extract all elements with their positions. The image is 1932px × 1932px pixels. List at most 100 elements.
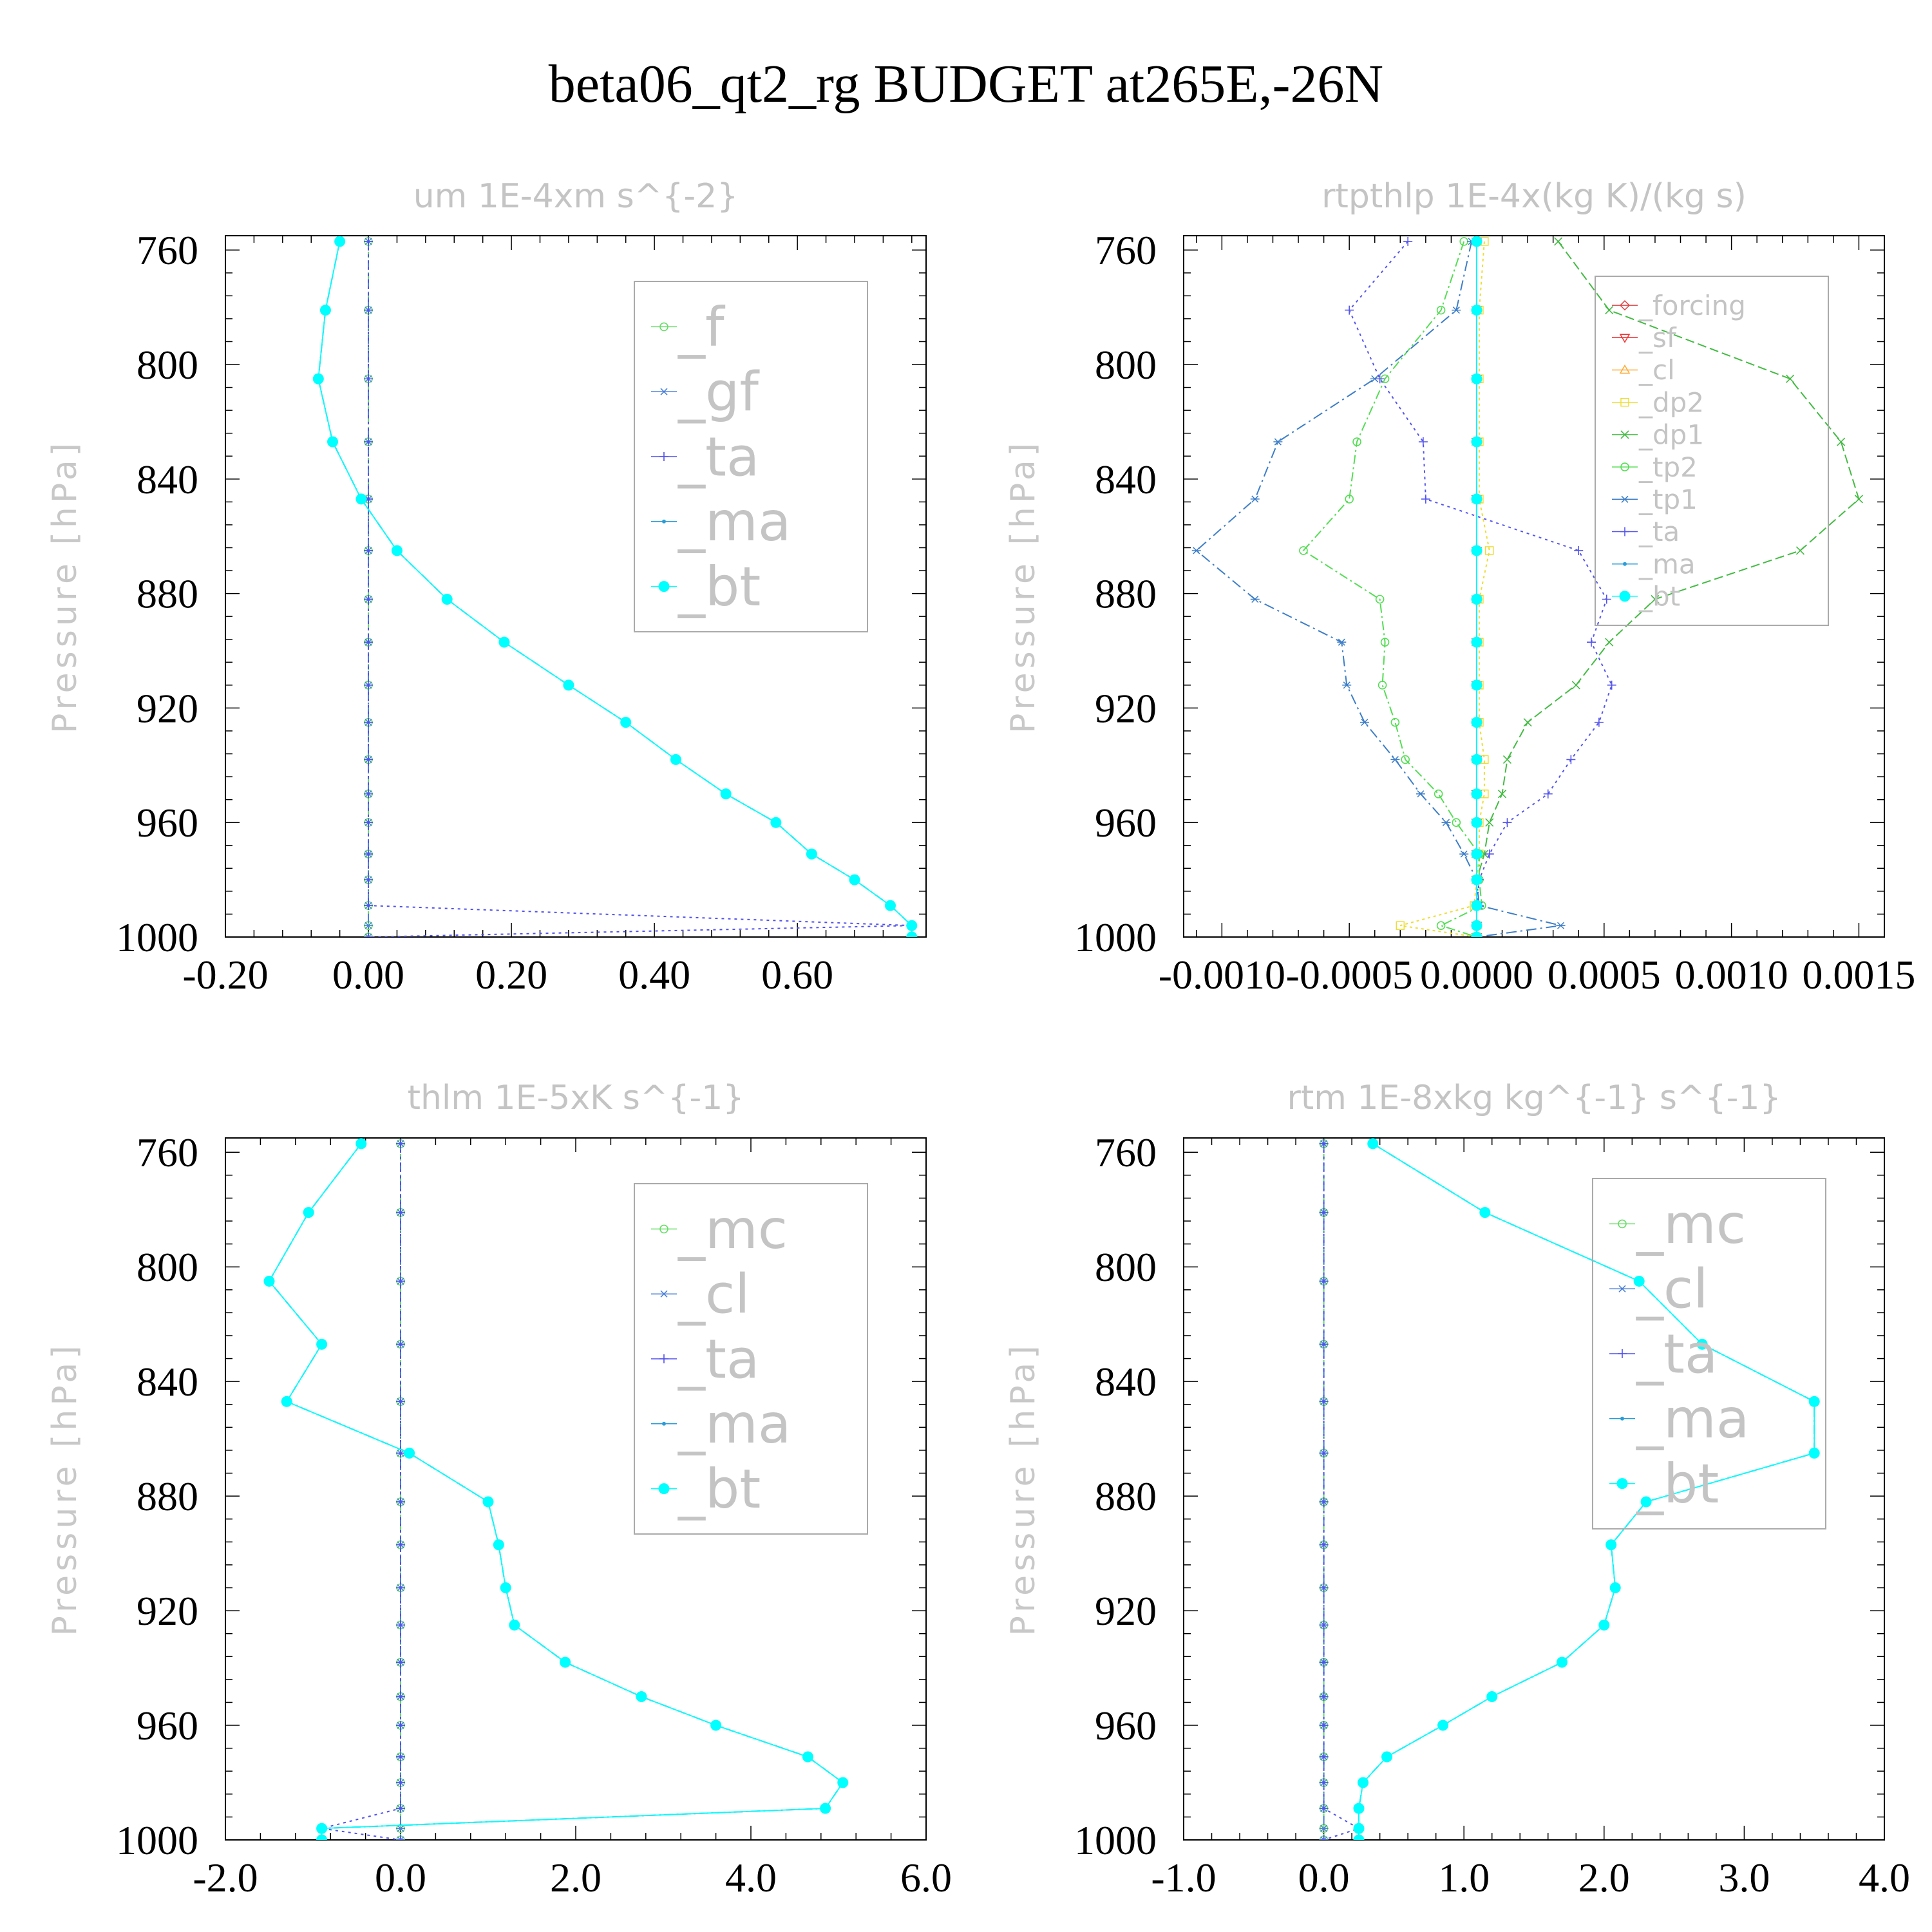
legend: _mc_cl_ta_ma_bt	[634, 1183, 868, 1535]
data-point	[364, 638, 374, 647]
data-point	[1854, 495, 1864, 504]
data-point	[1471, 900, 1482, 911]
legend-entry: _bt	[1612, 581, 1680, 612]
data-point	[396, 1276, 405, 1286]
data-point	[1696, 1338, 1708, 1350]
x-tick-label: 0.40	[618, 952, 690, 998]
data-point	[1471, 788, 1482, 800]
data-point	[1319, 1276, 1329, 1286]
data-point	[316, 1834, 328, 1840]
data-point	[1319, 1397, 1329, 1406]
data-point	[1566, 755, 1576, 764]
data-point	[364, 875, 374, 885]
series-line	[1323, 1143, 1361, 1840]
y-tick-label: 840	[1095, 1359, 1157, 1405]
series-line	[317, 241, 913, 937]
data-point	[364, 922, 374, 929]
data-point	[802, 1751, 813, 1763]
x-tick-label: -2.0	[193, 1855, 258, 1900]
legend: _forcing_sf_cl_dp2_dp1_tp2_tp1_ta_ma_bt	[1595, 276, 1829, 626]
legend-marker	[1619, 365, 1631, 374]
legend-entry: _forcing	[1612, 290, 1746, 321]
legend-marker	[659, 322, 668, 332]
data-point	[364, 305, 374, 315]
data-point	[1436, 305, 1446, 315]
data-point	[316, 1823, 328, 1834]
x-tick-label: 2.0	[1578, 1855, 1630, 1900]
legend-label: _ta	[1638, 516, 1680, 547]
legend-label: _gf	[677, 361, 760, 424]
data-point	[396, 1497, 405, 1507]
data-point	[334, 236, 346, 247]
plot-frame	[1183, 1137, 1885, 1841]
legend-marker	[659, 388, 668, 395]
y-tick-label: 840	[137, 1359, 198, 1405]
legend-entry: _ta	[651, 1327, 759, 1390]
legend-label: _tp2	[1638, 451, 1698, 483]
data-point	[355, 493, 367, 505]
x-tick-label: 4.0	[1859, 1855, 1910, 1900]
data-point	[1191, 547, 1201, 554]
legend-entry: _ta	[1612, 516, 1680, 547]
data-point	[1401, 755, 1410, 764]
data-point	[391, 545, 402, 556]
data-point	[493, 1539, 504, 1551]
data-point	[1378, 681, 1387, 690]
data-point	[1452, 307, 1461, 314]
data-point	[364, 680, 374, 690]
data-point	[1594, 717, 1604, 727]
data-point	[1633, 1275, 1645, 1287]
y-tick-label: 880	[137, 571, 198, 617]
y-tick-label: 800	[1095, 1244, 1157, 1290]
data-point	[1345, 305, 1354, 315]
legend-entry: _mc	[1609, 1193, 1746, 1256]
legend-marker	[1619, 334, 1631, 343]
data-point	[820, 1803, 831, 1814]
legend-entry: _cl	[1609, 1258, 1709, 1321]
data-point	[1319, 1583, 1329, 1593]
data-point	[396, 1692, 405, 1701]
legend-entry: _bt	[1609, 1452, 1719, 1515]
data-point	[327, 436, 339, 448]
data-point	[396, 1340, 405, 1349]
y-axis-label: Pressure [hPa]	[1004, 1342, 1043, 1636]
series-line	[368, 241, 912, 937]
y-tick-label: 760	[1095, 1130, 1157, 1175]
legend-marker	[1620, 430, 1629, 439]
data-point	[482, 1496, 494, 1508]
legend-label: _ma	[677, 490, 791, 553]
data-point	[1319, 1658, 1329, 1667]
legend-box	[1592, 1178, 1826, 1530]
legend-entry: _ma	[651, 490, 791, 553]
legend-marker	[662, 1421, 666, 1426]
legend-label: _cl	[1636, 1258, 1709, 1321]
legend-label: _ma	[1638, 548, 1696, 580]
data-point	[1352, 437, 1361, 446]
legend-label: _f	[677, 296, 726, 359]
legend-marker	[659, 452, 668, 461]
y-tick-label: 1000	[116, 914, 198, 960]
legend-entry: _dp1	[1612, 419, 1704, 451]
y-tick-label: 1000	[1074, 914, 1157, 960]
panel-title: um 1E-4xm s^{-2}	[413, 177, 739, 216]
data-point	[312, 373, 324, 384]
legend-entry: _ma	[1609, 1387, 1749, 1450]
data-point	[1319, 1448, 1329, 1458]
data-point	[1273, 438, 1283, 446]
data-point	[1571, 681, 1580, 690]
data-point	[1367, 1138, 1379, 1150]
x-tick-label: -1.0	[1151, 1855, 1216, 1900]
legend-label: _sf	[1638, 322, 1677, 354]
x-tick-label: 0.0	[375, 1855, 426, 1900]
data-point	[1319, 1778, 1329, 1788]
data-point	[1437, 1719, 1449, 1731]
legend-entry: _gf	[651, 361, 760, 424]
series-line	[1358, 1143, 1815, 1840]
data-point	[355, 1138, 367, 1150]
data-point	[303, 1207, 314, 1218]
y-tick-label: 920	[137, 1588, 198, 1634]
data-point	[364, 236, 374, 246]
legend-marker	[1618, 1219, 1627, 1229]
legend-marker	[659, 1290, 668, 1298]
